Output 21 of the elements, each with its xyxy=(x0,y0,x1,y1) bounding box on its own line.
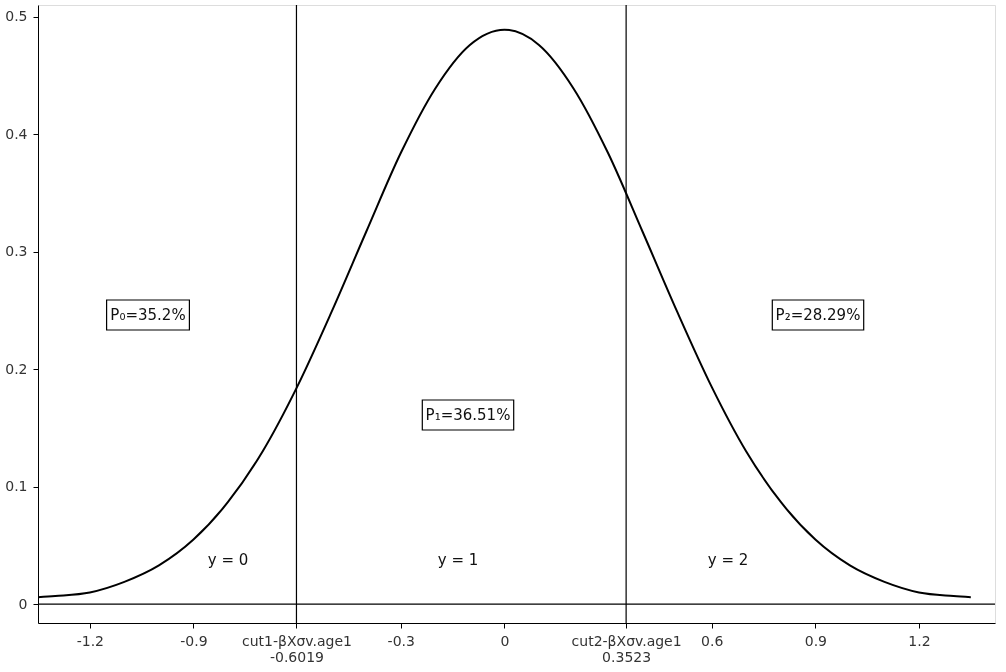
annotation: y = 2 xyxy=(707,551,749,569)
x-tick-label: -0.3 xyxy=(387,632,415,649)
x-tick-label: 0 xyxy=(500,632,510,649)
y-tick-label: 0.3 xyxy=(5,243,28,260)
x-tick-label: cut1-βXσv.age1 -0.6019 xyxy=(241,632,352,665)
y-tick-label: 0.5 xyxy=(5,8,28,25)
y-tick-label: 0.1 xyxy=(5,478,28,495)
x-tick-label: cut2-βXσv.age1 0.3523 xyxy=(571,632,682,665)
y-tick-label: 0.4 xyxy=(5,125,28,142)
y-tick-label: 0 xyxy=(18,595,28,612)
x-tick-label: -0.9 xyxy=(180,632,208,649)
annotation: P₀=35.2% xyxy=(110,306,186,324)
x-tick-label: 1.2 xyxy=(908,632,931,649)
x-tick-label: 0.9 xyxy=(804,632,827,649)
x-tick-label: -1.2 xyxy=(76,632,104,649)
annotation: y = 0 xyxy=(207,551,249,569)
x-tick-label: 0.6 xyxy=(701,632,724,649)
annotation: P₂=28.29% xyxy=(775,306,861,324)
annotation: y = 1 xyxy=(437,551,479,569)
annotation: P₁=36.51% xyxy=(425,406,511,424)
y-tick-label: 0.2 xyxy=(5,360,28,377)
